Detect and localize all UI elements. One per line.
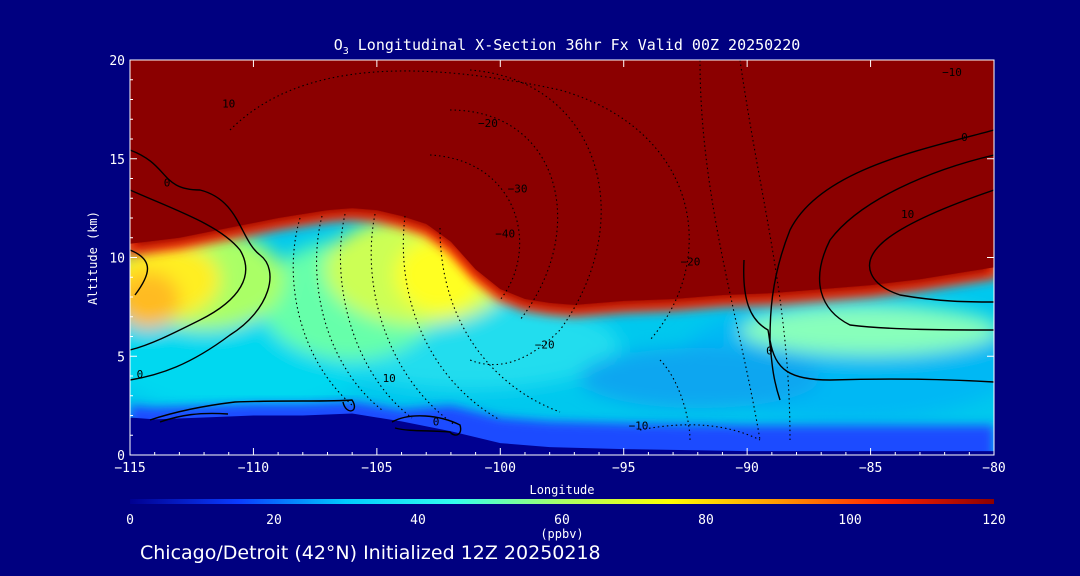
x-tick-label-1: −110 — [238, 461, 269, 476]
terrain — [130, 413, 994, 455]
contour-label-3: −30 — [508, 182, 528, 195]
contour-label-9: −20 — [535, 338, 555, 351]
solid-contour-west-3 — [130, 249, 149, 296]
x-tick-label-6: −85 — [859, 461, 882, 476]
solid-contour-east-1 — [769, 129, 994, 383]
y-tick-label-2: 10 — [109, 252, 125, 267]
dotted-contour-8 — [449, 109, 559, 321]
contour-label-4: −40 — [495, 228, 515, 241]
x-tick-label-2: −105 — [361, 461, 392, 476]
plot-area: 0 10 −20 −30 −40 −10 0 10 −20 −20 10 0 0 −10 0 — [130, 60, 994, 455]
contour-label-0: 0 — [164, 176, 171, 189]
solid-contour-east-4 — [743, 259, 781, 401]
colorbar: 0 20 40 60 80 100 120 (ppbv) — [126, 499, 1006, 541]
field-orange-west — [130, 272, 180, 328]
solid-contour-east-3 — [869, 189, 994, 303]
contour-label-11: 0 — [137, 368, 144, 381]
colorbar-tick-label-4: 80 — [698, 513, 714, 528]
y-tick-label-4: 20 — [109, 54, 125, 69]
solid-contour-surface-2 — [159, 412, 229, 423]
contour-label-13: −10 — [629, 419, 649, 432]
run-info-footer: Chicago/Detroit (42°N) Initialized 12Z 2… — [140, 542, 601, 564]
contour-label-10: 10 — [383, 372, 396, 385]
x-tick-label-3: −100 — [485, 461, 516, 476]
x-tick-label-5: −90 — [735, 461, 758, 476]
chart-title: O3 Longitudinal X-Section 36hr Fx Valid … — [334, 36, 801, 57]
ozone-field — [130, 215, 994, 420]
colorbar-tick-label-1: 20 — [266, 513, 282, 528]
solid-contour-west-1 — [130, 149, 271, 381]
dotted-contour-11 — [739, 60, 791, 441]
field-green-east — [740, 305, 994, 355]
dotted-contour-7 — [469, 69, 602, 366]
solid-contour-east-2 — [818, 154, 994, 331]
y-tick-label-0: 0 — [117, 449, 125, 464]
contour-label-2: −20 — [478, 117, 498, 130]
contour-label-6: 0 — [961, 131, 968, 144]
colorbar-unit: (ppbv) — [540, 527, 583, 541]
contour-label-1: 10 — [222, 97, 235, 110]
solid-contour-surface-3 — [391, 415, 462, 436]
dotted-contour-13 — [639, 424, 761, 441]
dotted-contour-4 — [370, 213, 456, 426]
colorbar-tick-label-5: 100 — [838, 513, 861, 528]
dotted-contour-10 — [229, 70, 690, 341]
dotted-contours — [229, 60, 791, 441]
colorbar-ticks: 0 20 40 60 80 100 120 — [126, 513, 1006, 528]
colorbar-tick-label-6: 120 — [982, 513, 1005, 528]
x-tick-label-4: −95 — [612, 461, 635, 476]
contour-label-5: −10 — [942, 66, 962, 79]
colorbar-tick-label-3: 60 — [554, 513, 570, 528]
dotted-contour-12 — [699, 60, 761, 441]
x-tick-label-7: −80 — [982, 461, 1005, 476]
contour-label-12: 0 — [766, 344, 773, 357]
contour-label-7: 10 — [901, 208, 914, 221]
solid-contour-west-2 — [130, 189, 247, 351]
x-axis: −115 −110 −105 −100 −95 −90 −85 −80 — [114, 60, 1006, 476]
contour-label-14: 0 — [433, 415, 440, 428]
colorbar-tick-label-0: 0 — [126, 513, 134, 528]
dotted-contour-1 — [292, 217, 353, 406]
contour-labels: 0 10 −20 −30 −40 −10 0 10 −20 −20 10 0 0 −10 0 — [137, 66, 968, 432]
tropopause-high-ozone-core — [130, 60, 994, 305]
dotted-contour-6 — [439, 227, 561, 413]
x-tick-label-0: −115 — [114, 461, 145, 476]
solid-contours — [130, 129, 994, 436]
contour-label-8: −20 — [680, 255, 700, 268]
y-axis-label: Altitude (km) — [86, 211, 100, 305]
colorbar-tick-label-2: 40 — [410, 513, 426, 528]
x-axis-label: Longitude — [529, 483, 594, 497]
y-tick-label-3: 15 — [109, 153, 125, 168]
dotted-contour-14 — [659, 359, 691, 441]
solid-contour-surface-1 — [149, 399, 356, 421]
colorbar-ramp — [130, 499, 994, 504]
y-tick-label-1: 5 — [117, 350, 125, 365]
field-blue-pocket — [580, 348, 820, 408]
